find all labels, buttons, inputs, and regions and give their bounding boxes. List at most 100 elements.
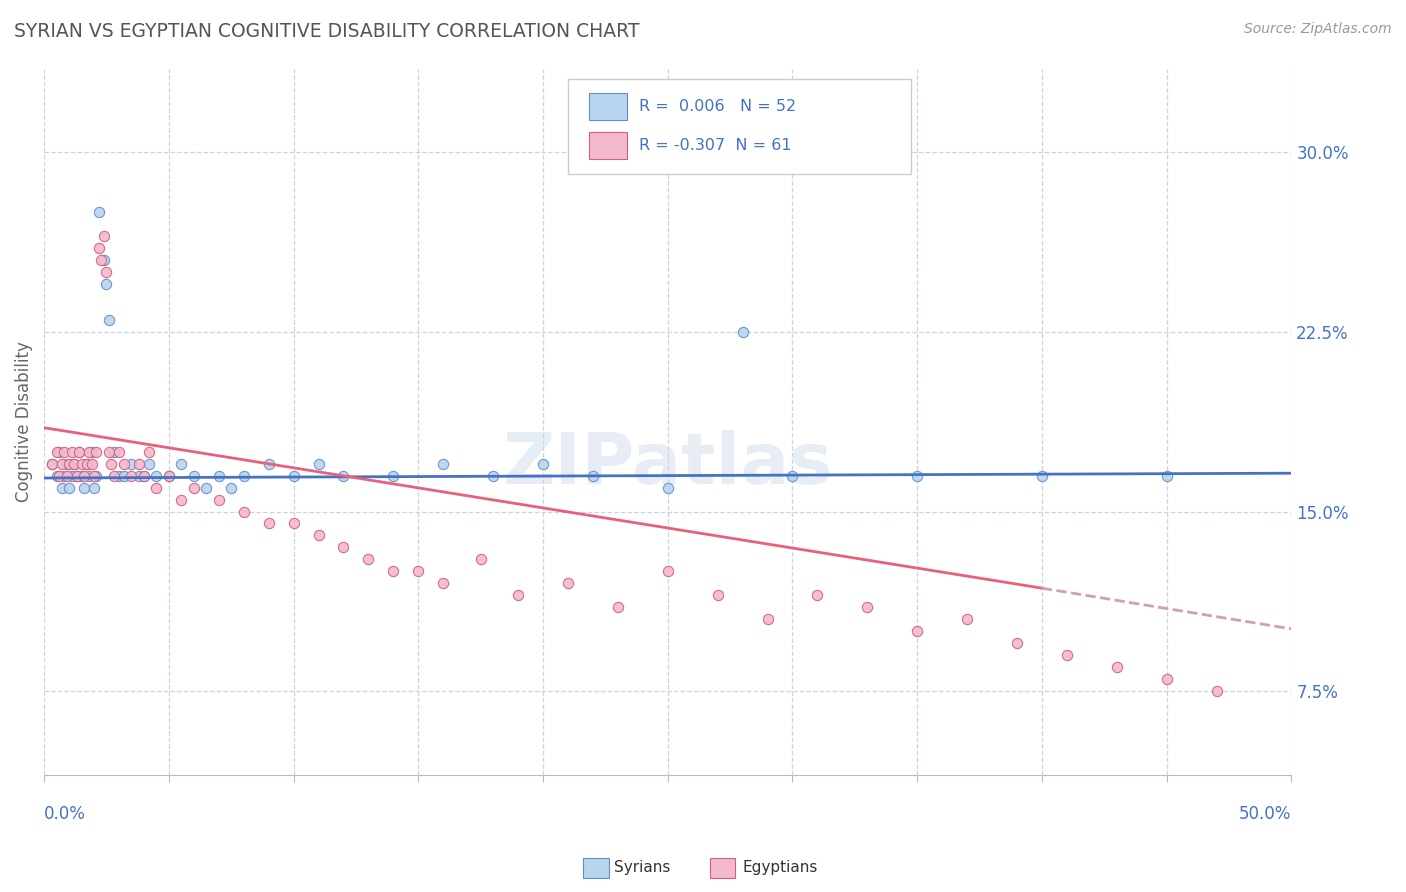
Point bbox=[48, 468, 70, 483]
Point bbox=[70, 457, 93, 471]
Point bbox=[103, 468, 125, 483]
Text: R = -0.307  N = 61: R = -0.307 N = 61 bbox=[640, 138, 792, 153]
Point bbox=[87, 241, 110, 255]
Point bbox=[60, 468, 83, 483]
Point bbox=[283, 468, 305, 483]
Point bbox=[145, 481, 167, 495]
Text: 50.0%: 50.0% bbox=[1239, 805, 1291, 823]
Point bbox=[120, 457, 142, 471]
Point bbox=[406, 565, 429, 579]
Point bbox=[45, 468, 67, 483]
Point bbox=[51, 481, 73, 495]
Point bbox=[332, 541, 354, 555]
Point bbox=[382, 565, 405, 579]
Point bbox=[856, 600, 879, 615]
Point bbox=[86, 444, 108, 458]
Point bbox=[905, 468, 928, 483]
Point bbox=[756, 612, 779, 626]
Point bbox=[432, 576, 454, 591]
Point bbox=[232, 504, 254, 518]
Y-axis label: Cognitive Disability: Cognitive Disability bbox=[15, 342, 32, 502]
Point bbox=[67, 444, 90, 458]
Point bbox=[83, 468, 105, 483]
Point bbox=[73, 468, 96, 483]
Point bbox=[96, 277, 118, 291]
Text: ZIPatlas: ZIPatlas bbox=[503, 430, 832, 499]
Point bbox=[112, 457, 135, 471]
Point bbox=[41, 457, 63, 471]
Point bbox=[77, 444, 100, 458]
Point bbox=[308, 457, 330, 471]
Point bbox=[1205, 684, 1227, 698]
Point bbox=[806, 588, 828, 602]
Point bbox=[731, 325, 754, 339]
Point bbox=[905, 624, 928, 639]
Point bbox=[382, 468, 405, 483]
Point bbox=[157, 468, 180, 483]
Point bbox=[506, 588, 529, 602]
Point bbox=[138, 444, 160, 458]
Point bbox=[1105, 660, 1128, 674]
Point bbox=[557, 576, 579, 591]
Point bbox=[1156, 468, 1178, 483]
Point bbox=[83, 481, 105, 495]
Point bbox=[58, 457, 80, 471]
Point bbox=[283, 516, 305, 531]
Point bbox=[128, 457, 150, 471]
Point bbox=[51, 457, 73, 471]
Text: R =  0.006   N = 52: R = 0.006 N = 52 bbox=[640, 99, 796, 114]
Point bbox=[132, 468, 155, 483]
Point bbox=[53, 444, 76, 458]
Point bbox=[103, 444, 125, 458]
Point bbox=[257, 457, 280, 471]
Point bbox=[60, 444, 83, 458]
Point bbox=[76, 457, 98, 471]
Point bbox=[65, 468, 87, 483]
Text: Egyptians: Egyptians bbox=[742, 861, 818, 875]
Text: SYRIAN VS EGYPTIAN COGNITIVE DISABILITY CORRELATION CHART: SYRIAN VS EGYPTIAN COGNITIVE DISABILITY … bbox=[14, 22, 640, 41]
FancyBboxPatch shape bbox=[589, 132, 627, 159]
Point bbox=[63, 457, 86, 471]
Point bbox=[782, 468, 804, 483]
Point bbox=[138, 457, 160, 471]
Point bbox=[98, 313, 121, 327]
Point bbox=[183, 481, 205, 495]
Point bbox=[87, 205, 110, 219]
Point bbox=[195, 481, 218, 495]
Point bbox=[73, 481, 96, 495]
Point bbox=[86, 468, 108, 483]
Point bbox=[219, 481, 242, 495]
Point bbox=[76, 457, 98, 471]
FancyBboxPatch shape bbox=[568, 79, 911, 175]
Point bbox=[55, 468, 77, 483]
Point bbox=[67, 444, 90, 458]
Point bbox=[70, 468, 93, 483]
Point bbox=[956, 612, 979, 626]
Point bbox=[1056, 648, 1078, 663]
Point bbox=[100, 457, 122, 471]
Point bbox=[41, 457, 63, 471]
Point bbox=[170, 492, 193, 507]
Point bbox=[1031, 468, 1053, 483]
Point bbox=[308, 528, 330, 542]
Point bbox=[120, 468, 142, 483]
Point bbox=[93, 253, 115, 268]
Text: Syrians: Syrians bbox=[614, 861, 671, 875]
Point bbox=[45, 444, 67, 458]
Point bbox=[55, 457, 77, 471]
Point bbox=[706, 588, 728, 602]
Point bbox=[232, 468, 254, 483]
Point bbox=[432, 457, 454, 471]
Point bbox=[1005, 636, 1028, 650]
Point bbox=[332, 468, 354, 483]
Text: Source: ZipAtlas.com: Source: ZipAtlas.com bbox=[1244, 22, 1392, 37]
Point bbox=[48, 444, 70, 458]
Point bbox=[98, 444, 121, 458]
Point bbox=[157, 468, 180, 483]
Point bbox=[582, 468, 605, 483]
Point bbox=[482, 468, 505, 483]
Point bbox=[657, 481, 679, 495]
Point bbox=[657, 565, 679, 579]
Point bbox=[145, 468, 167, 483]
Point bbox=[606, 600, 628, 615]
